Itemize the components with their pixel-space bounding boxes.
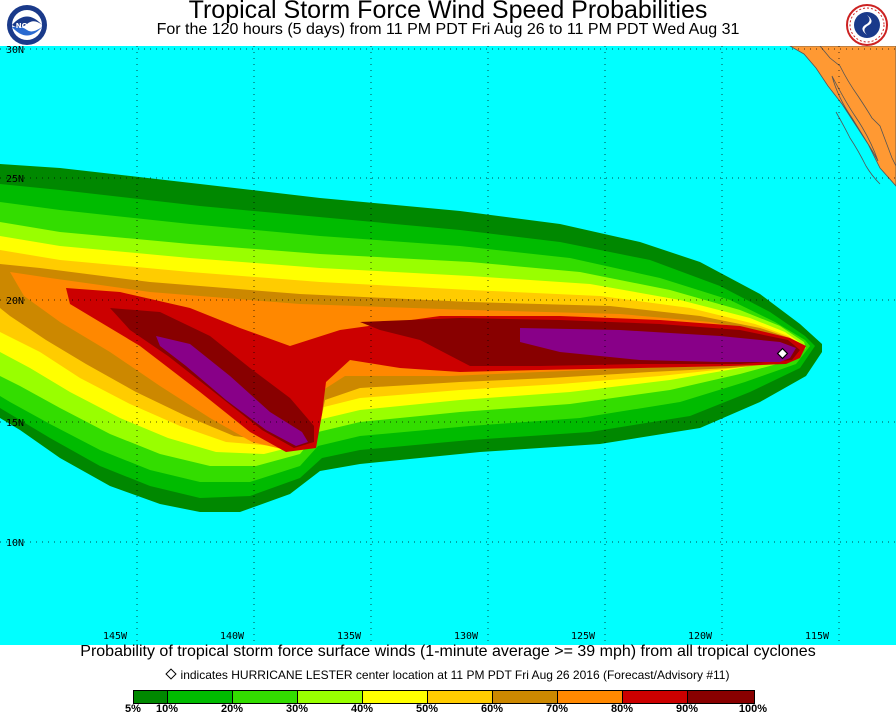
lon-label: 120W: [688, 631, 713, 642]
noaa-logo: NOAA: [6, 4, 48, 46]
nws-logo: [846, 4, 888, 46]
svg-text:NOAA: NOAA: [16, 22, 39, 30]
legend-label: 30%: [285, 703, 309, 715]
storm-center-marker: [776, 347, 789, 360]
lon-label: 135W: [337, 631, 362, 642]
legend-swatch: [297, 691, 363, 703]
legend-swatch: [687, 691, 754, 703]
storm-marker-text: indicates HURRICANE LESTER center locati…: [180, 668, 730, 682]
legend-label: 90%: [675, 703, 699, 715]
legend-label: 5%: [125, 703, 141, 715]
lon-label: 125W: [571, 631, 596, 642]
lat-label: 10N: [6, 538, 24, 549]
legend-label: 60%: [480, 703, 504, 715]
legend-label: 50%: [415, 703, 439, 715]
lon-label: 145W: [103, 631, 128, 642]
probability-caption: Probability of tropical storm force surf…: [80, 643, 816, 660]
legend-label: 100%: [738, 703, 768, 715]
lat-label: 30N: [6, 46, 24, 56]
legend-swatch: [232, 691, 298, 703]
probability-bands: [0, 164, 822, 512]
legend-label: 70%: [545, 703, 569, 715]
lon-label: 115W: [805, 631, 830, 642]
legend-swatch: [557, 691, 623, 703]
lat-label: 15N: [6, 418, 24, 429]
legend-swatch: [362, 691, 428, 703]
lon-label: 130W: [454, 631, 479, 642]
legend-label: 10%: [155, 703, 179, 715]
map-title: Tropical Storm Force Wind Speed Probabil…: [188, 0, 708, 24]
legend-labels: 5% 10% 20% 30% 40% 50% 60% 70% 80% 90% 100%: [0, 703, 896, 717]
band-100-percent: [156, 328, 796, 446]
legend-swatch: [134, 691, 168, 703]
storm-marker-caption: indicates HURRICANE LESTER center locati…: [0, 668, 896, 682]
longitude-labels: 145W 140W 135W 130W 125W 120W 115W: [103, 631, 830, 642]
legend-swatch: [427, 691, 493, 703]
diamond-marker-icon: [164, 668, 177, 680]
legend-swatch: [492, 691, 558, 703]
legend-label: 40%: [350, 703, 374, 715]
legend-swatch: [622, 691, 688, 703]
latitude-labels: 30N 25N 20N 15N 10N: [6, 46, 24, 549]
map-subtitle: For the 120 hours (5 days) from 11 PM PD…: [156, 21, 740, 38]
lat-label: 20N: [6, 296, 24, 307]
legend-color-bar: [133, 690, 755, 704]
probability-map: 30N 25N 20N 15N 10N 145W 140W 135W 130W …: [0, 46, 896, 645]
legend-swatch: [168, 691, 233, 703]
legend-label: 20%: [220, 703, 244, 715]
legend-label: 80%: [610, 703, 634, 715]
lon-label: 140W: [220, 631, 245, 642]
lat-label: 25N: [6, 174, 24, 185]
